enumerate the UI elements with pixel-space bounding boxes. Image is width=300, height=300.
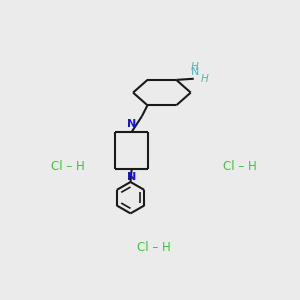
Text: Cl – H: Cl – H	[51, 160, 85, 173]
Text: Cl – H: Cl – H	[137, 241, 171, 254]
Text: N: N	[191, 67, 199, 77]
Text: H: H	[191, 62, 199, 72]
Text: N: N	[127, 119, 136, 129]
Text: Cl – H: Cl – H	[223, 160, 256, 173]
Text: N: N	[127, 172, 136, 182]
Text: H: H	[201, 74, 208, 84]
